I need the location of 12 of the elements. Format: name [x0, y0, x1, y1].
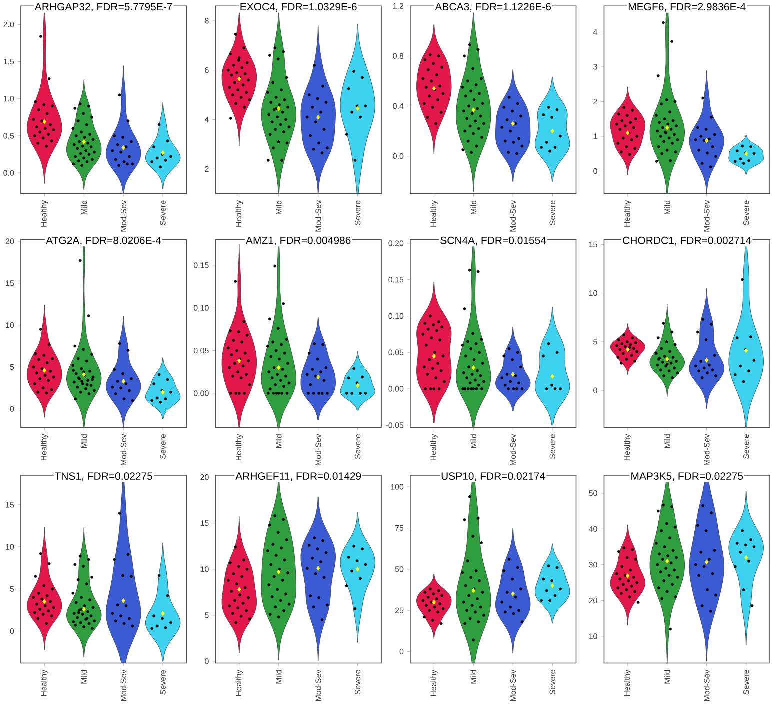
chart-title: EXOC4, FDR=1.0329E-6 [240, 3, 357, 12]
chart-title: SCN4A, FDR=0.01554 [440, 236, 546, 246]
chart-title: ATG2A, FDR=8.0206E-4 [46, 236, 162, 246]
chart-title: MEGF6, FDR=2.9836E-4 [628, 3, 746, 12]
chart-title: ABCA3, FDR=1.1226E-6 [435, 3, 552, 12]
chart-title: TNS1, FDR=0.02275 [54, 472, 153, 482]
chart-title: USP10, FDR=0.02174 [442, 472, 546, 482]
chart-title: ARHGEF11, FDR=0.01429 [236, 472, 362, 482]
chart-title: CHORDC1, FDR=0.002714 [623, 236, 752, 246]
chart-title: ARHGAP32, FDR=5.7795E-7 [34, 3, 172, 12]
chart-title: MAP3K5, FDR=0.02275 [632, 472, 744, 482]
chart-title: AMZ1, FDR=0.004986 [246, 236, 351, 246]
